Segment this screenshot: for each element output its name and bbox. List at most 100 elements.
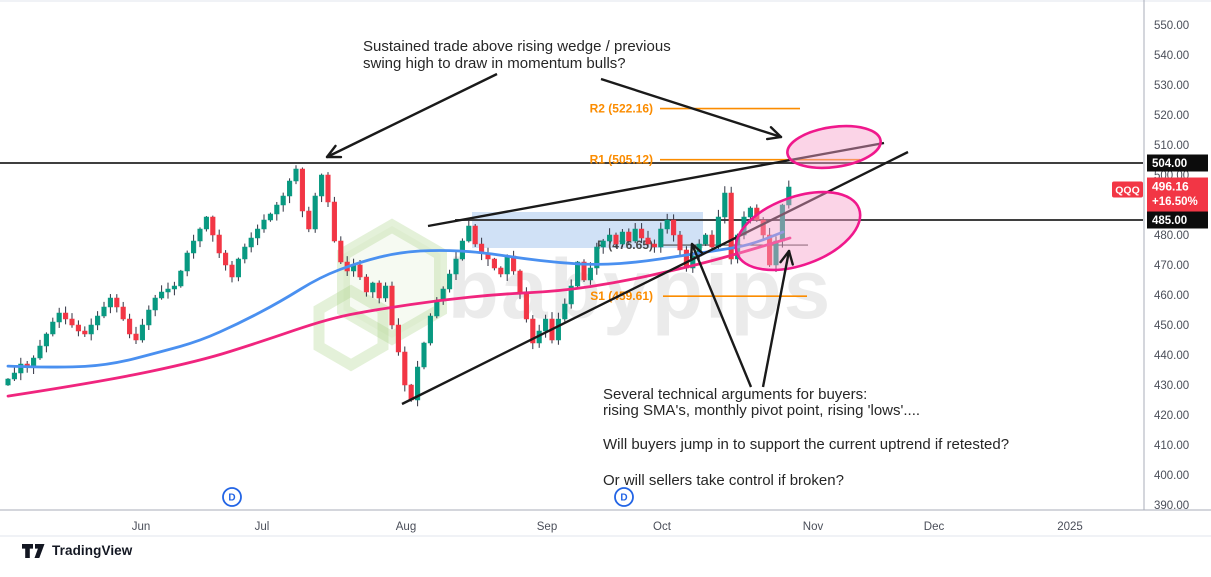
annotation-bottom-line: Will buyers jump in to support the curre… <box>603 437 1009 453</box>
annotation-bottom-line: Or will sellers take control if broken? <box>603 473 1009 489</box>
candle-down <box>364 277 369 292</box>
annotation-top[interactable]: Sustained trade above rising wedge / pre… <box>363 38 671 72</box>
candle-down <box>326 175 331 202</box>
candle-down <box>223 253 228 265</box>
highlight-ellipse[interactable] <box>785 121 884 174</box>
candle-up <box>89 325 94 334</box>
price-axis-tick-label[interactable]: 540.00 <box>1154 50 1189 62</box>
support-zone-box[interactable] <box>472 212 703 248</box>
annotation-bottom[interactable]: Several technical arguments for buyers: … <box>603 387 1009 489</box>
candle-up <box>268 214 273 220</box>
candle-up <box>38 346 43 358</box>
price-axis-tick-label[interactable]: 550.00 <box>1154 20 1189 32</box>
symbol-chip-label: QQQ <box>1115 185 1140 197</box>
candle-down <box>396 325 401 352</box>
candle-up <box>108 298 113 307</box>
pivot-level-label: R2 (522.16) <box>590 102 653 116</box>
candle-down <box>710 235 715 247</box>
candle-up <box>6 379 11 385</box>
dividend-marker-letter: D <box>620 493 627 504</box>
time-axis-tick-label[interactable]: Nov <box>803 521 824 533</box>
candle-up <box>147 310 152 325</box>
candle-down <box>300 169 305 211</box>
annotation-bottom-line: Several technical arguments for buyers: <box>603 387 1009 403</box>
tradingview-brand-text[interactable]: TradingView <box>52 543 132 558</box>
candle-up <box>255 229 260 238</box>
time-axis-tick-label[interactable]: Jul <box>255 521 270 533</box>
candle-down <box>678 235 683 250</box>
price-axis-tick-label[interactable]: 430.00 <box>1154 380 1189 392</box>
candle-up <box>287 181 292 196</box>
price-axis-tick-label[interactable]: 470.00 <box>1154 260 1189 272</box>
candle-up <box>575 262 580 286</box>
candle-up <box>12 373 17 379</box>
price-axis-tick-label[interactable]: 520.00 <box>1154 110 1189 122</box>
candle-up <box>505 256 510 274</box>
time-axis-tick-label[interactable]: Sep <box>537 521 557 533</box>
candle-up <box>422 343 427 367</box>
candle-down <box>614 235 619 244</box>
price-axis-tick-label[interactable]: 450.00 <box>1154 320 1189 332</box>
candle-up <box>543 319 548 331</box>
time-axis-tick-label[interactable]: Jun <box>132 521 151 533</box>
candle-down <box>518 271 523 292</box>
candle-up <box>57 313 62 322</box>
candle-up <box>748 208 753 217</box>
candle-down <box>76 325 81 331</box>
candle-up <box>179 271 184 286</box>
time-axis-tick-label[interactable]: 2025 <box>1057 521 1083 533</box>
price-axis-tick-label[interactable]: 530.00 <box>1154 80 1189 92</box>
price-axis-tick-label[interactable]: 410.00 <box>1154 440 1189 452</box>
candle-up <box>454 259 459 274</box>
candle-up <box>275 205 280 214</box>
price-tag-value: 485.00 <box>1152 215 1187 227</box>
candle-down <box>230 265 235 277</box>
price-axis-tick-label[interactable]: 510.00 <box>1154 140 1189 152</box>
candle-down <box>652 244 657 247</box>
candle-down <box>339 241 344 262</box>
last-price-change: +16.50% <box>1152 196 1198 208</box>
candle-down <box>358 265 363 277</box>
candle-up <box>435 301 440 316</box>
candle-up <box>166 289 171 292</box>
price-axis-tick-label[interactable]: 480.00 <box>1154 230 1189 242</box>
candle-up <box>140 325 145 340</box>
candle-down <box>499 268 504 274</box>
time-axis-tick-label[interactable]: Dec <box>924 521 945 533</box>
dividend-marker-letter: D <box>228 493 235 504</box>
price-axis-tick-label[interactable]: 440.00 <box>1154 350 1189 362</box>
candle-up <box>723 193 728 217</box>
annotation-bottom-line: rising SMA's, monthly pivot point, risin… <box>603 403 1009 419</box>
candle-up <box>607 235 612 241</box>
pivot-level-label: S1 (459.61) <box>590 289 653 303</box>
candle-down <box>639 229 644 238</box>
candle-down <box>70 319 75 325</box>
candle-up <box>172 286 177 289</box>
candle-up <box>159 292 164 298</box>
candle-up <box>588 268 593 280</box>
annotation-arrowhead <box>767 137 781 139</box>
price-axis-tick-label[interactable]: 420.00 <box>1154 410 1189 422</box>
price-tag-value: 504.00 <box>1152 158 1187 170</box>
candle-up <box>249 238 254 247</box>
candle-up <box>601 241 606 247</box>
price-axis-tick-label[interactable]: 390.00 <box>1154 500 1189 512</box>
annotation-arrow[interactable] <box>327 74 497 157</box>
candle-up <box>44 334 49 346</box>
candle-up <box>703 235 708 244</box>
tradingview-logo-icon[interactable] <box>22 544 45 558</box>
candle-up <box>191 241 196 253</box>
candle-down <box>121 307 126 319</box>
candle-up <box>243 247 248 259</box>
candle-down <box>646 238 651 244</box>
candle-up <box>556 319 561 340</box>
annotation-top-line: Sustained trade above rising wedge / pre… <box>363 38 671 55</box>
candle-down <box>332 202 337 241</box>
candle-up <box>236 259 241 277</box>
last-price-value: 496.16 <box>1152 180 1189 194</box>
price-axis-tick-label[interactable]: 460.00 <box>1154 290 1189 302</box>
time-axis-tick-label[interactable]: Aug <box>396 521 416 533</box>
time-axis-tick-label[interactable]: Oct <box>653 521 672 533</box>
price-axis-tick-label[interactable]: 400.00 <box>1154 470 1189 482</box>
candle-up <box>665 220 670 229</box>
